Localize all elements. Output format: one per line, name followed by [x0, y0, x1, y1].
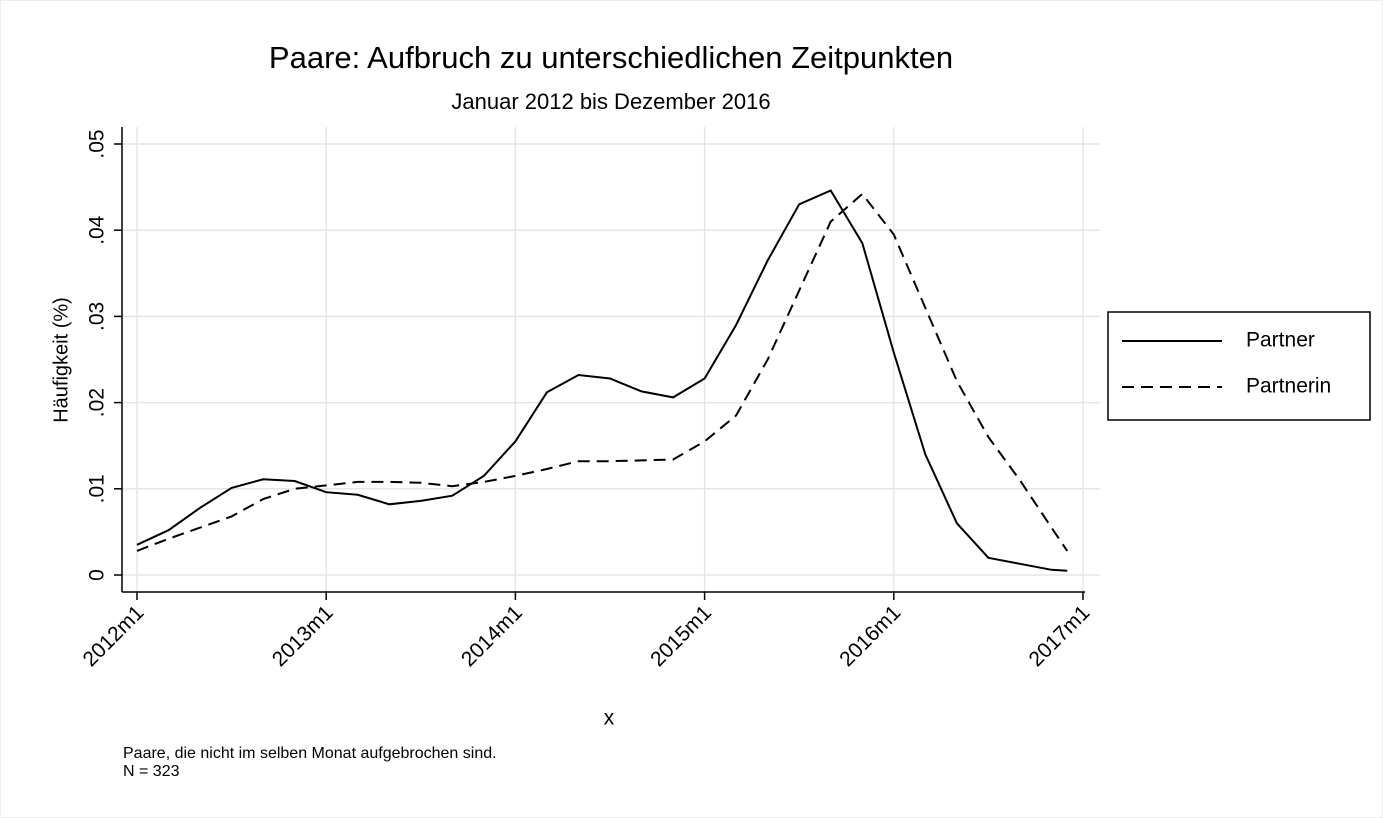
legend-box	[1107, 311, 1371, 421]
series-line	[136, 189, 1068, 572]
legend-label: Partnerin	[1246, 375, 1331, 398]
chart-title: Paare: Aufbruch zu unterschiedlichen Zei…	[269, 40, 953, 75]
chart-subtitle: Januar 2012 bis Dezember 2016	[451, 89, 770, 114]
series-line	[136, 192, 1069, 552]
y-axis-label: Häufigkeit (%)	[50, 297, 72, 423]
note: Paare, die nicht im selben Monat aufgebr…	[123, 745, 497, 762]
y-tick-label: .01	[86, 474, 109, 503]
x-axis-label: x	[604, 707, 615, 730]
y-tick-label: .05	[86, 129, 109, 158]
y-tick-label: .02	[86, 388, 109, 417]
legend-label: Partner	[1246, 329, 1315, 352]
y-tick-label: 0	[86, 569, 109, 581]
note: N = 323	[123, 763, 180, 780]
y-tick-label: .04	[86, 215, 109, 245]
y-tick-label: .03	[86, 302, 109, 331]
